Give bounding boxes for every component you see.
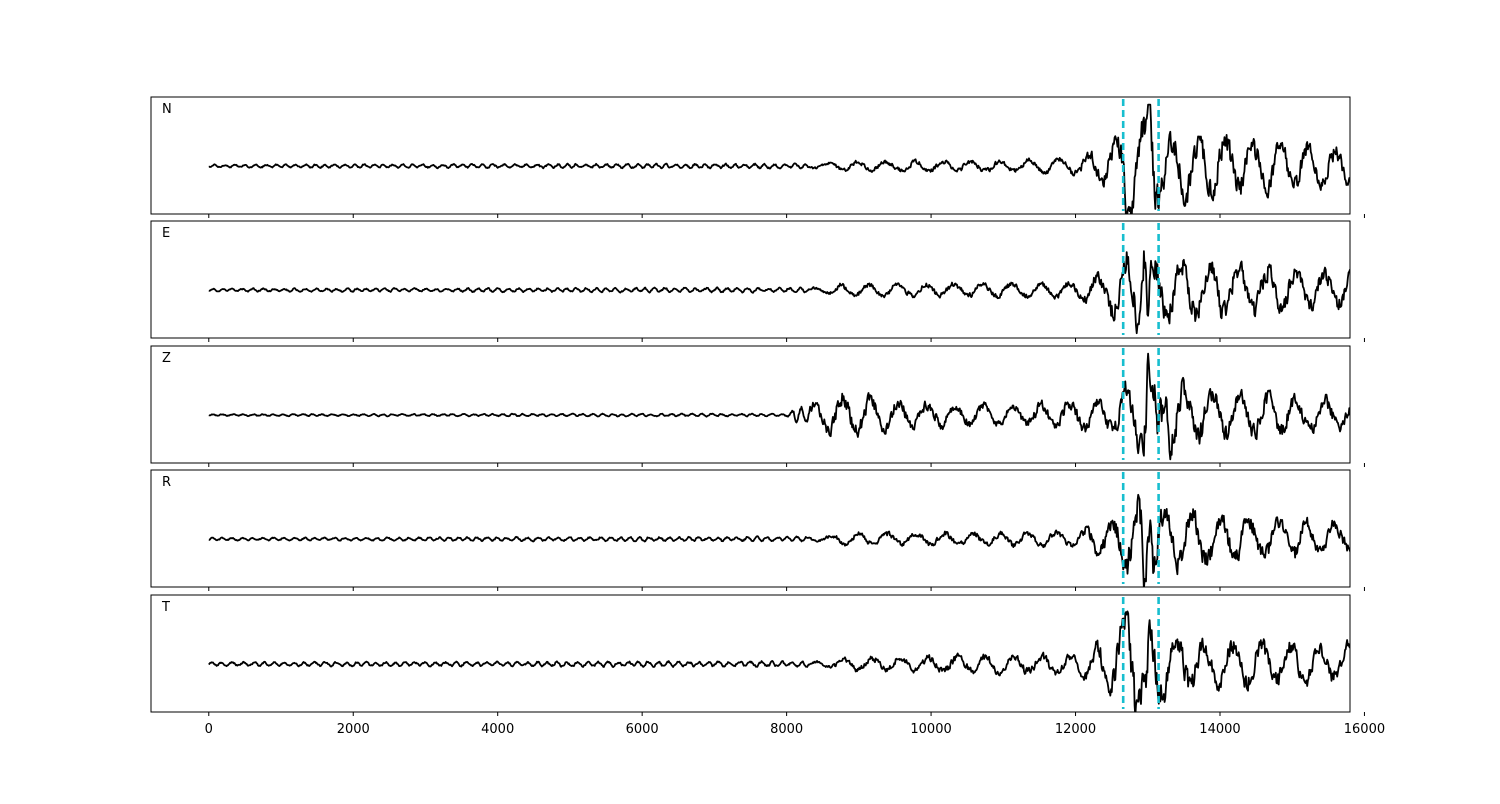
x-tick-label: 8000: [770, 722, 803, 737]
panel-frame-n: [150, 96, 1351, 215]
panel-frame-z: [150, 345, 1351, 464]
trace-e: [208, 250, 1350, 335]
panel-t: T: [150, 594, 1365, 716]
trace-z: [208, 352, 1350, 461]
x-tick-label: 12000: [1055, 722, 1096, 737]
channel-label-r: R: [162, 475, 171, 490]
x-tick-label: 14000: [1199, 722, 1240, 737]
channel-label-e: E: [162, 226, 170, 241]
channel-label-t: T: [161, 600, 170, 615]
x-tick-label: 10000: [910, 722, 951, 737]
panel-frame-e: [150, 220, 1351, 339]
trace-t: [208, 610, 1350, 712]
panel-r: R: [150, 469, 1365, 591]
channel-label-z: Z: [162, 351, 171, 366]
panel-frame-t: [150, 594, 1351, 713]
panel-z: Z: [150, 345, 1365, 467]
panel-n: N: [150, 96, 1365, 218]
x-tick-label: 2000: [337, 722, 370, 737]
channel-label-n: N: [162, 102, 172, 117]
x-tick-label: 4000: [481, 722, 514, 737]
x-tick-label: 0: [205, 722, 213, 737]
panel-frame-r: [150, 469, 1351, 588]
trace-r: [208, 493, 1350, 587]
trace-n: [208, 103, 1350, 214]
x-tick-label: 6000: [626, 722, 659, 737]
panel-e: E: [150, 220, 1365, 342]
x-tick-label: 16000: [1344, 722, 1385, 737]
